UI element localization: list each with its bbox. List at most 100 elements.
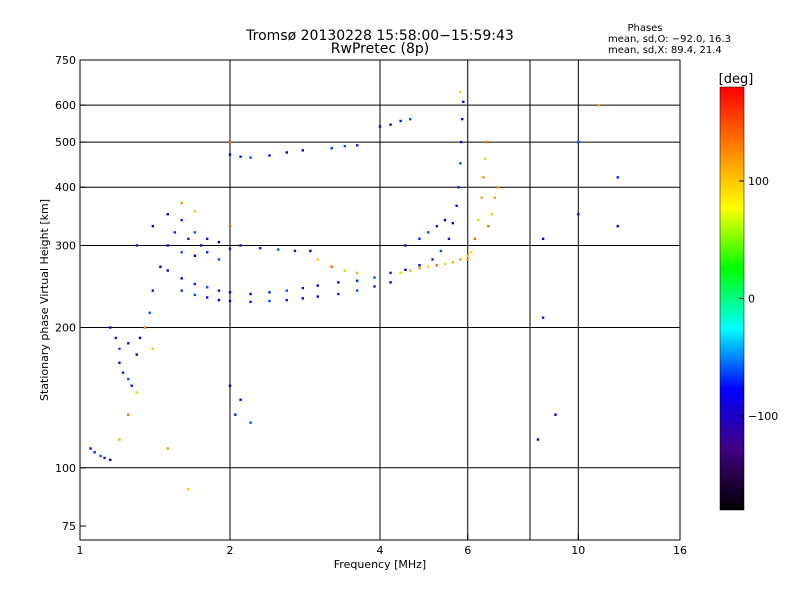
data-point bbox=[217, 289, 221, 292]
x-tick-label: 16 bbox=[673, 544, 687, 557]
data-point bbox=[193, 254, 197, 258]
data-point bbox=[228, 299, 232, 303]
data-point bbox=[118, 347, 121, 351]
data-point bbox=[259, 246, 262, 250]
data-point bbox=[493, 196, 497, 199]
data-point bbox=[228, 291, 232, 294]
data-point bbox=[118, 438, 121, 441]
data-point bbox=[166, 269, 169, 272]
data-point bbox=[418, 267, 421, 270]
data-point bbox=[355, 279, 359, 282]
data-point bbox=[389, 123, 392, 126]
data-point bbox=[114, 336, 118, 340]
data-point bbox=[89, 447, 92, 450]
data-point bbox=[316, 284, 319, 287]
data-point bbox=[435, 224, 438, 228]
grid-lines bbox=[80, 60, 680, 540]
data-point bbox=[470, 251, 473, 254]
data-point bbox=[343, 144, 347, 148]
data-point bbox=[483, 157, 487, 161]
data-point bbox=[127, 377, 130, 381]
data-point bbox=[151, 224, 155, 228]
data-point bbox=[193, 282, 197, 286]
colorbar-label: [deg] bbox=[719, 72, 754, 87]
x-axis-ticks: 1 2 4 6 10 16 bbox=[77, 534, 687, 557]
data-point bbox=[301, 297, 305, 300]
data-point bbox=[541, 316, 545, 319]
data-point bbox=[473, 237, 477, 241]
data-point bbox=[234, 413, 237, 416]
data-point bbox=[205, 251, 209, 254]
data-point bbox=[427, 265, 430, 268]
data-point bbox=[285, 289, 288, 292]
data-point bbox=[373, 285, 376, 288]
data-point bbox=[490, 213, 493, 216]
x-tick-label: 4 bbox=[377, 544, 384, 557]
data-point bbox=[151, 289, 155, 292]
data-point bbox=[166, 447, 169, 450]
data-point bbox=[268, 291, 271, 294]
data-point bbox=[138, 336, 142, 340]
data-point bbox=[443, 262, 447, 266]
data-point bbox=[399, 119, 402, 123]
data-point bbox=[180, 218, 183, 222]
data-point bbox=[427, 231, 430, 234]
colorbar-ticks: 100 0 −100 bbox=[739, 175, 778, 423]
data-point bbox=[268, 154, 271, 157]
data-point bbox=[418, 237, 421, 241]
data-point bbox=[228, 384, 232, 387]
data-point bbox=[199, 244, 203, 247]
data-point bbox=[159, 265, 162, 268]
data-point bbox=[127, 413, 130, 416]
data-point bbox=[447, 237, 451, 241]
data-point bbox=[443, 218, 447, 222]
data-point bbox=[389, 271, 392, 275]
data-point bbox=[330, 147, 333, 150]
data-point bbox=[127, 342, 130, 345]
data-point bbox=[148, 311, 151, 315]
data-point bbox=[355, 144, 359, 147]
data-point bbox=[301, 286, 305, 290]
data-point bbox=[616, 224, 619, 228]
data-point bbox=[239, 155, 242, 158]
data-point bbox=[485, 140, 488, 144]
colorbar-tick-label: −100 bbox=[748, 410, 778, 423]
data-point bbox=[239, 244, 242, 247]
data-point bbox=[301, 149, 305, 152]
data-point bbox=[404, 268, 407, 271]
data-point bbox=[480, 196, 483, 199]
data-point bbox=[180, 289, 183, 292]
annotation-title: Phases bbox=[627, 23, 662, 34]
data-point bbox=[217, 240, 221, 244]
data-point bbox=[228, 153, 232, 156]
data-point bbox=[217, 258, 221, 261]
y-tick-label: 75 bbox=[62, 520, 76, 533]
data-point bbox=[187, 487, 190, 491]
y-tick-label: 500 bbox=[55, 136, 76, 149]
y-tick-label: 400 bbox=[55, 181, 76, 194]
data-point bbox=[466, 254, 469, 258]
data-point bbox=[343, 269, 347, 272]
data-point bbox=[193, 231, 197, 234]
data-point bbox=[459, 90, 462, 94]
data-point bbox=[130, 384, 133, 387]
y-tick-label: 750 bbox=[55, 54, 76, 67]
data-point bbox=[180, 201, 183, 205]
data-point bbox=[337, 281, 340, 284]
colorbar-tick-label: 100 bbox=[748, 175, 769, 188]
data-point bbox=[455, 204, 458, 207]
data-point bbox=[496, 186, 500, 189]
data-point bbox=[399, 271, 402, 275]
x-tick-label: 2 bbox=[227, 544, 234, 557]
annotation-line-x: mean, sd,X: 89.4, 21.4 bbox=[608, 45, 722, 56]
data-point bbox=[121, 371, 125, 374]
y-tick-label: 200 bbox=[55, 322, 76, 335]
data-point bbox=[451, 261, 455, 264]
data-point bbox=[389, 281, 392, 284]
data-point bbox=[143, 326, 147, 329]
y-axis-title: Stationary phase Virtual Height [km] bbox=[38, 199, 51, 401]
data-point bbox=[93, 451, 96, 454]
data-point bbox=[135, 353, 138, 356]
data-point bbox=[477, 218, 480, 222]
data-point bbox=[577, 140, 580, 144]
